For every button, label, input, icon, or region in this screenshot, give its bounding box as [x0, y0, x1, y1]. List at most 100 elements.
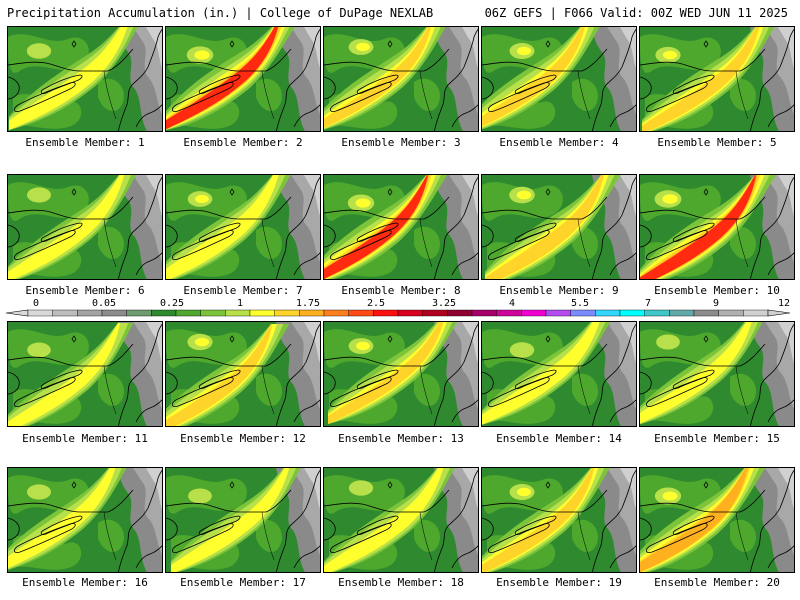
map-coastline — [135, 545, 162, 569]
map-marker — [387, 481, 393, 489]
map-lake-outline — [488, 82, 550, 112]
colorbar-swatch — [77, 309, 103, 317]
precip-contour-blob — [26, 43, 52, 59]
colorbar-swatch — [373, 309, 399, 317]
map-marker — [229, 188, 235, 196]
map-border-line — [8, 196, 134, 220]
precip-contour-gold — [642, 27, 760, 131]
map-marker — [545, 188, 551, 196]
colorbar-swatch — [52, 309, 78, 317]
map-marker — [229, 335, 235, 343]
map-border-line — [640, 343, 766, 367]
map-lake-outline — [488, 523, 550, 553]
precip-band — [8, 175, 137, 279]
colorbar-tick-label: 0 — [33, 298, 39, 309]
ensemble-member-map — [639, 321, 795, 427]
map-lake-outline — [14, 230, 76, 260]
map-geography — [324, 323, 478, 426]
ensemble-member-map — [481, 174, 637, 280]
map-state-line — [419, 70, 433, 120]
ensemble-member-map — [481, 321, 637, 427]
map-geography — [482, 469, 636, 572]
precipitation-map — [8, 322, 162, 426]
map-coastline — [293, 545, 320, 569]
map-coastline — [433, 323, 478, 426]
precipitation-map — [482, 27, 636, 131]
ensemble-member-map — [323, 321, 479, 427]
map-geography — [640, 28, 794, 131]
map-state-line — [577, 218, 591, 268]
precip-contour-gold — [482, 27, 585, 127]
ensemble-member-label: Ensemble Member: 13 — [338, 432, 464, 445]
map-coastline — [591, 176, 636, 279]
map-lake-outline — [646, 523, 708, 553]
colorbar-swatch — [619, 309, 645, 317]
map-geography — [482, 323, 636, 426]
map-lake-outline — [356, 74, 399, 94]
map-geography — [8, 28, 162, 131]
map-marker — [229, 40, 235, 48]
precip-band — [166, 324, 290, 426]
map-coastline — [767, 399, 794, 423]
ensemble-member-label: Ensemble Member: 9 — [499, 284, 619, 297]
precipitation-map — [166, 322, 320, 426]
ensemble-member-label: Ensemble Member: 18 — [338, 576, 464, 589]
map-state-line — [419, 511, 433, 561]
map-lake-outline — [40, 369, 83, 389]
map-border-line — [8, 489, 134, 513]
map-border-line — [166, 196, 292, 220]
map-state-line — [735, 365, 749, 415]
precip-contour-yellow — [9, 27, 128, 130]
precip-contour-yellow — [324, 468, 444, 572]
map-lake-outline — [8, 224, 20, 248]
map-lake-outline — [324, 371, 336, 395]
map-border-line — [640, 48, 766, 72]
map-lake-outline — [646, 230, 708, 260]
map-coastline — [117, 176, 162, 279]
colorbar-swatch — [570, 309, 596, 317]
map-border-line — [482, 48, 608, 72]
precip-contour-yellow-green — [8, 323, 129, 426]
map-geography — [8, 323, 162, 426]
precipitation-map — [482, 468, 636, 572]
map-marker — [545, 40, 551, 48]
map-geography — [482, 176, 636, 279]
map-state-line — [103, 511, 117, 561]
map-state-line — [103, 218, 117, 268]
map-coastline — [591, 28, 636, 131]
colorbar-left-arrow — [5, 309, 29, 317]
colorbar-swatch — [545, 309, 571, 317]
map-lake-outline — [488, 377, 550, 407]
map-marker — [703, 40, 709, 48]
map-lake-outline — [172, 377, 234, 407]
map-state-line — [103, 70, 117, 120]
map-lake-outline — [330, 523, 392, 553]
map-coastline — [275, 28, 320, 131]
map-lake-outline — [166, 371, 178, 395]
map-lake-outline — [172, 523, 234, 553]
colorbar-swatch — [718, 309, 744, 317]
map-geography — [324, 176, 478, 279]
map-marker — [703, 481, 709, 489]
precip-band — [642, 27, 775, 131]
precipitation-map — [166, 175, 320, 279]
map-lake-outline — [356, 222, 399, 242]
colorbar-swatch — [397, 309, 423, 317]
precip-contour-yellow — [171, 468, 290, 572]
map-marker — [387, 40, 393, 48]
colorbar-tick-label: 4 — [509, 298, 515, 309]
precip-band — [485, 175, 621, 279]
map-lake-outline — [40, 515, 83, 535]
ensemble-member-label: Ensemble Member: 15 — [654, 432, 780, 445]
map-lake-outline — [640, 517, 652, 541]
map-lake-outline — [40, 74, 83, 94]
map-marker — [545, 481, 551, 489]
map-lake-outline — [672, 369, 715, 389]
precip-contour-blob — [517, 487, 531, 497]
map-lake-outline — [324, 517, 336, 541]
precip-contour-blob — [509, 342, 535, 358]
map-coastline — [609, 252, 636, 276]
precip-contour-blob — [662, 50, 678, 60]
map-border-line — [324, 343, 450, 367]
ensemble-member-map — [481, 26, 637, 132]
